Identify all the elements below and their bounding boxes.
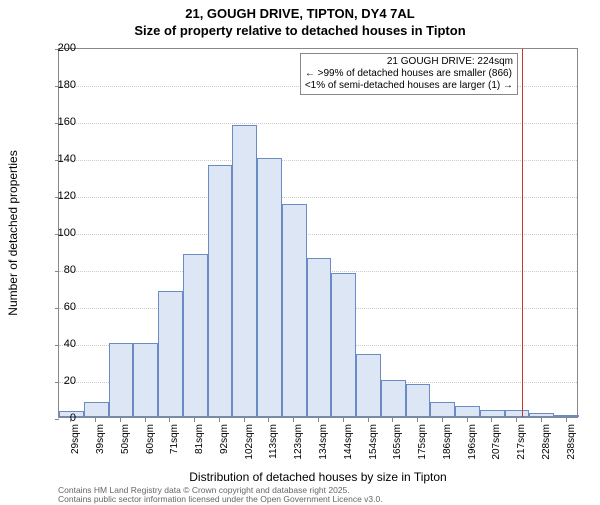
ytick-label: 180 [46, 79, 76, 91]
ytick-label: 200 [46, 42, 76, 54]
plot-area: 21 GOUGH DRIVE: 224sqm← >99% of detached… [58, 48, 578, 418]
xtick-mark [318, 418, 319, 422]
annotation-line2: ← >99% of detached houses are smaller (8… [305, 68, 513, 80]
xtick-label: 81sqm [194, 424, 205, 474]
xtick-label: 71sqm [169, 424, 180, 474]
xtick-mark [491, 418, 492, 422]
histogram-bar [356, 354, 381, 417]
xtick-label: 60sqm [145, 424, 156, 474]
xtick-mark [194, 418, 195, 422]
histogram-bar [183, 254, 208, 417]
chart-title-line1: 21, GOUGH DRIVE, TIPTON, DY4 7AL [0, 0, 600, 21]
gridline-h [59, 123, 577, 124]
chart-container: 21, GOUGH DRIVE, TIPTON, DY4 7AL Size of… [0, 0, 600, 500]
ytick-label: 160 [46, 116, 76, 128]
xtick-mark [392, 418, 393, 422]
histogram-bar [84, 402, 109, 417]
xtick-mark [541, 418, 542, 422]
gridline-h [59, 160, 577, 161]
xtick-mark [293, 418, 294, 422]
xtick-label: 39sqm [95, 424, 106, 474]
annotation-line3: <1% of semi-detached houses are larger (… [305, 80, 513, 92]
xtick-mark [169, 418, 170, 422]
xtick-mark [516, 418, 517, 422]
xtick-mark [120, 418, 121, 422]
xtick-label: 154sqm [368, 424, 379, 474]
histogram-bar [505, 410, 530, 417]
xtick-mark [343, 418, 344, 422]
footer-attribution: Contains HM Land Registry data © Crown c… [58, 486, 383, 505]
xtick-label: 92sqm [219, 424, 230, 474]
x-axis-label: Distribution of detached houses by size … [58, 470, 578, 484]
xtick-label: 165sqm [392, 424, 403, 474]
ytick-label: 60 [46, 301, 76, 313]
histogram-bar [554, 415, 579, 417]
xtick-label: 186sqm [442, 424, 453, 474]
histogram-bar [282, 204, 307, 417]
marker-line [522, 49, 523, 417]
ytick-label: 0 [46, 412, 76, 424]
histogram-bar [109, 343, 134, 417]
ytick-label: 100 [46, 227, 76, 239]
xtick-label: 29sqm [70, 424, 81, 474]
xtick-label: 50sqm [120, 424, 131, 474]
xtick-label: 134sqm [318, 424, 329, 474]
histogram-bar [232, 125, 257, 417]
xtick-label: 217sqm [516, 424, 527, 474]
xtick-mark [442, 418, 443, 422]
xtick-mark [268, 418, 269, 422]
ytick-label: 140 [46, 153, 76, 165]
histogram-bar [406, 384, 431, 417]
xtick-label: 175sqm [417, 424, 428, 474]
xtick-mark [467, 418, 468, 422]
marker-annotation: 21 GOUGH DRIVE: 224sqm← >99% of detached… [300, 53, 518, 95]
histogram-bar [480, 410, 505, 417]
ytick-label: 80 [46, 264, 76, 276]
xtick-label: 123sqm [293, 424, 304, 474]
gridline-h [59, 234, 577, 235]
xtick-mark [417, 418, 418, 422]
gridline-h [59, 197, 577, 198]
chart-title-line2: Size of property relative to detached ho… [0, 21, 600, 38]
xtick-mark [244, 418, 245, 422]
histogram-bar [133, 343, 158, 417]
xtick-mark [95, 418, 96, 422]
footer-line2: Contains public sector information licen… [58, 495, 383, 504]
xtick-mark [145, 418, 146, 422]
xtick-mark [219, 418, 220, 422]
xtick-mark [368, 418, 369, 422]
ytick-label: 120 [46, 190, 76, 202]
xtick-label: 113sqm [268, 424, 279, 474]
histogram-bar [331, 273, 356, 417]
histogram-bar [430, 402, 455, 417]
annotation-line1: 21 GOUGH DRIVE: 224sqm [305, 56, 513, 68]
xtick-label: 228sqm [541, 424, 552, 474]
histogram-bar [208, 165, 233, 417]
histogram-bar [257, 158, 282, 417]
y-axis-label: Number of detached properties [6, 48, 24, 418]
ytick-label: 40 [46, 338, 76, 350]
histogram-bar [381, 380, 406, 417]
xtick-label: 207sqm [491, 424, 502, 474]
histogram-bar [307, 258, 332, 417]
ytick-label: 20 [46, 375, 76, 387]
histogram-bar [455, 406, 480, 417]
xtick-label: 102sqm [244, 424, 255, 474]
xtick-label: 238sqm [566, 424, 577, 474]
xtick-mark [70, 418, 71, 422]
histogram-bar [158, 291, 183, 417]
xtick-label: 144sqm [343, 424, 354, 474]
xtick-label: 196sqm [467, 424, 478, 474]
xtick-mark [566, 418, 567, 422]
histogram-bar [529, 413, 554, 417]
